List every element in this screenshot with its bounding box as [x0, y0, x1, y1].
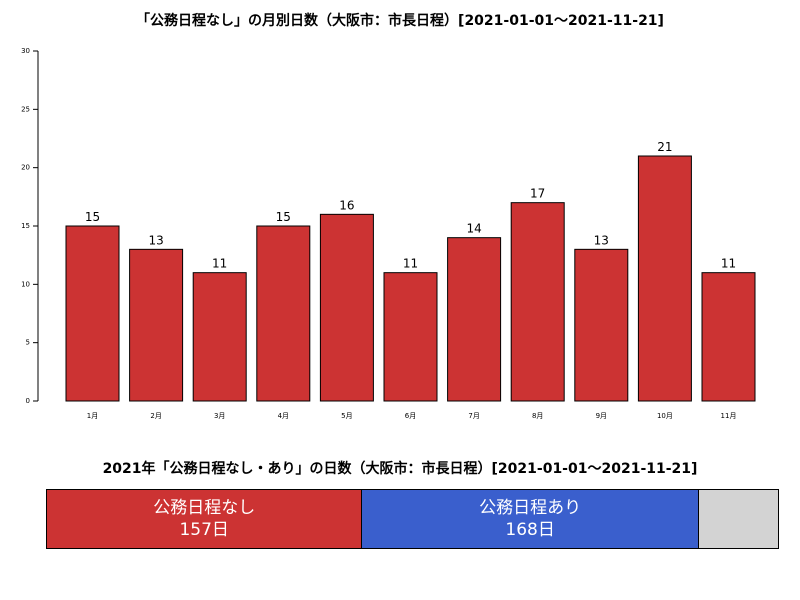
- bar: [637, 155, 692, 402]
- bar: [65, 225, 120, 402]
- bar-value-label: 15: [276, 210, 291, 224]
- x-tick-label: 2月: [150, 412, 161, 420]
- bar-value-label: 16: [339, 198, 354, 212]
- bar: [192, 272, 247, 402]
- x-tick-label: 1月: [87, 412, 98, 420]
- bar: [510, 202, 565, 402]
- chart-title: 「公務日程なし」の月別日数（大阪市：市長日程）[2021-01-01〜2021-…: [136, 12, 664, 29]
- segment-value: 168日: [505, 520, 555, 540]
- bar-value-label: 21: [657, 140, 672, 154]
- bar-value-label: 13: [148, 233, 163, 247]
- summary-segment: 公務日程なし 157日: [47, 490, 362, 548]
- segment-label: 公務日程あり: [479, 498, 582, 518]
- summary-title: 2021年「公務日程なし・あり」の日数（大阪市：市長日程）[2021-01-01…: [102, 461, 698, 477]
- bar: [701, 272, 756, 402]
- bar-value-label: 17: [530, 187, 545, 201]
- bar-value-label: 11: [212, 257, 227, 271]
- summary-segment: 公務日程あり 168日: [361, 490, 698, 548]
- bar-value-label: 13: [594, 233, 609, 247]
- bar: [447, 237, 502, 402]
- x-tick-label: 4月: [278, 412, 289, 420]
- summary-segment: [697, 490, 778, 548]
- bars: 15 1月 13 2月 11 3月 15 4月 16 5月 11 6月 14 7月 17 8月 13 9月 21 10…: [65, 140, 756, 420]
- y-tick-label: 20: [21, 164, 30, 172]
- bar-value-label: 14: [466, 222, 481, 236]
- segment-value: 157日: [179, 520, 229, 540]
- x-tick-label: 8月: [532, 412, 543, 420]
- x-tick-label: 6月: [405, 412, 416, 420]
- y-tick-label: 10: [21, 280, 30, 288]
- bar-value-label: 15: [85, 210, 100, 224]
- segment-label: 公務日程なし: [153, 498, 256, 518]
- bar: [256, 225, 311, 402]
- y-tick-label: 5: [26, 339, 30, 347]
- bar: [129, 248, 184, 402]
- y-tick-label: 15: [21, 222, 30, 230]
- bar: [319, 213, 374, 402]
- bar: [383, 272, 438, 402]
- x-tick-label: 3月: [214, 412, 225, 420]
- y-axis: 0 5 10 15 20 25 30: [21, 47, 39, 405]
- y-tick-label: 0: [26, 397, 30, 405]
- bar-value-label: 11: [403, 257, 418, 271]
- x-tick-label: 10月: [657, 412, 673, 420]
- monthly-bar-chart: 「公務日程なし」の月別日数（大阪市：市長日程）[2021-01-01〜2021-…: [21, 12, 756, 420]
- x-tick-label: 7月: [468, 412, 479, 420]
- y-tick-label: 25: [21, 105, 30, 113]
- bar: [574, 248, 629, 402]
- x-tick-label: 5月: [341, 412, 352, 420]
- bar-value-label: 11: [721, 257, 736, 271]
- summary-stacked-bar: 公務日程なし 157日 公務日程あり 168日: [46, 489, 779, 549]
- x-tick-label: 11月: [721, 412, 737, 420]
- y-tick-label: 30: [21, 47, 30, 55]
- x-tick-label: 9月: [596, 412, 607, 420]
